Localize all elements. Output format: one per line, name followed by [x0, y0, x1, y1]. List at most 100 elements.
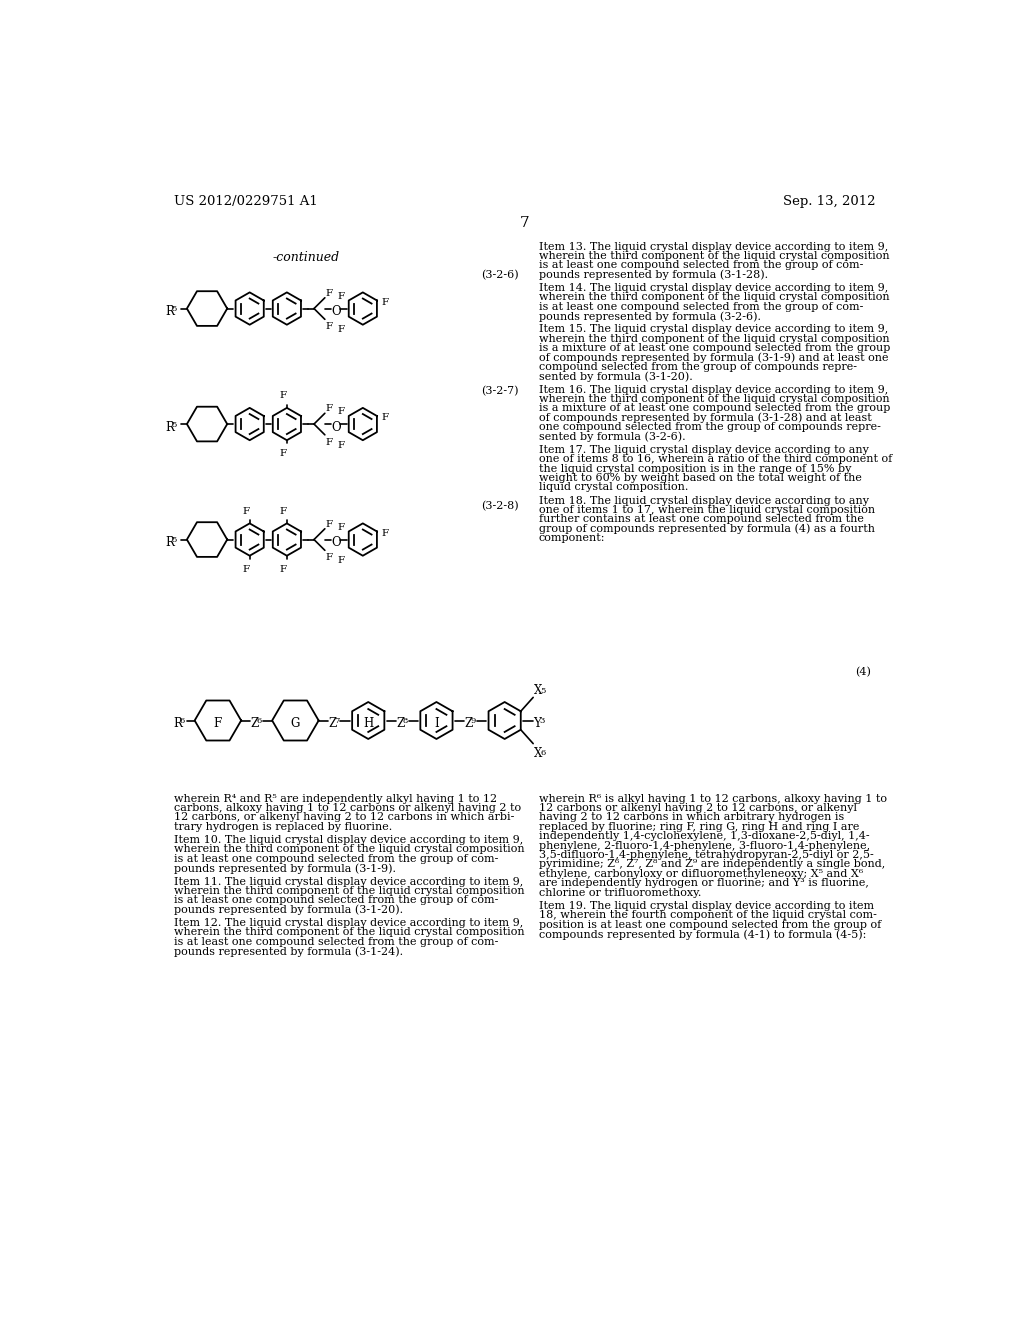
Text: X: X	[534, 684, 543, 697]
Text: 7: 7	[334, 717, 340, 725]
Text: is a mixture of at least one compound selected from the group: is a mixture of at least one compound se…	[539, 343, 890, 354]
Text: 12 carbons or alkenyl having 2 to 12 carbons, or alkenyl: 12 carbons or alkenyl having 2 to 12 car…	[539, 803, 857, 813]
Text: Z: Z	[396, 717, 404, 730]
Text: 5: 5	[171, 536, 177, 544]
Text: (3-2-6): (3-2-6)	[481, 271, 519, 280]
Text: F: F	[326, 520, 333, 529]
Text: component:: component:	[539, 533, 605, 544]
Text: F: F	[326, 438, 333, 447]
Text: 3,5-difluoro-1,4-phenylene, tetrahydropyran-2,5-diyl or 2,5-: 3,5-difluoro-1,4-phenylene, tetrahydropy…	[539, 850, 873, 861]
Text: (4): (4)	[855, 667, 870, 677]
Text: Y: Y	[534, 717, 542, 730]
Text: Sep. 13, 2012: Sep. 13, 2012	[782, 195, 876, 209]
Text: wherein the third component of the liquid crystal composition: wherein the third component of the liqui…	[174, 886, 525, 896]
Text: Item 13. The liquid crystal display device according to item 9,: Item 13. The liquid crystal display devi…	[539, 242, 888, 252]
Text: wherein R⁶ is alkyl having 1 to 12 carbons, alkoxy having 1 to: wherein R⁶ is alkyl having 1 to 12 carbo…	[539, 793, 887, 804]
Text: sented by formula (3-2-6).: sented by formula (3-2-6).	[539, 432, 685, 442]
Text: F: F	[326, 553, 333, 562]
Text: pounds represented by formula (3-2-6).: pounds represented by formula (3-2-6).	[539, 312, 761, 322]
Text: is at least one compound selected from the group of com-: is at least one compound selected from t…	[539, 260, 863, 271]
Text: 5: 5	[540, 688, 546, 696]
Text: F: F	[326, 289, 333, 298]
Text: F: F	[338, 557, 345, 565]
Text: Z: Z	[251, 717, 259, 730]
Text: is at least one compound selected from the group of com-: is at least one compound selected from t…	[539, 302, 863, 312]
Text: one compound selected from the group of compounds repre-: one compound selected from the group of …	[539, 422, 881, 432]
Text: trary hydrogen is replaced by fluorine.: trary hydrogen is replaced by fluorine.	[174, 822, 393, 832]
Text: group of compounds represented by formula (4) as a fourth: group of compounds represented by formul…	[539, 524, 874, 535]
Text: R: R	[165, 536, 174, 549]
Text: 18, wherein the fourth component of the liquid crystal com-: 18, wherein the fourth component of the …	[539, 911, 877, 920]
Text: Item 18. The liquid crystal display device according to any: Item 18. The liquid crystal display devi…	[539, 495, 868, 506]
Text: Item 16. The liquid crystal display device according to item 9,: Item 16. The liquid crystal display devi…	[539, 384, 888, 395]
Text: one of items 1 to 17, wherein the liquid crystal composition: one of items 1 to 17, wherein the liquid…	[539, 506, 874, 515]
Text: chlorine or trifluoromethoxy.: chlorine or trifluoromethoxy.	[539, 887, 701, 898]
Text: wherein the third component of the liquid crystal composition: wherein the third component of the liqui…	[539, 251, 890, 261]
Text: 6: 6	[257, 717, 262, 725]
Text: F: F	[280, 449, 287, 458]
Text: F: F	[381, 413, 388, 422]
Text: O: O	[332, 305, 341, 318]
Text: compounds represented by formula (4-1) to formula (4-5):: compounds represented by formula (4-1) t…	[539, 929, 866, 940]
Text: 8: 8	[402, 717, 408, 725]
Text: Item 10. The liquid crystal display device according to item 9,: Item 10. The liquid crystal display devi…	[174, 836, 523, 845]
Text: X: X	[534, 747, 543, 760]
Text: independently 1,4-cyclohexylene, 1,3-dioxane-2,5-diyl, 1,4-: independently 1,4-cyclohexylene, 1,3-dio…	[539, 832, 869, 841]
Text: 6: 6	[179, 717, 184, 725]
Text: F: F	[280, 507, 287, 516]
Text: 3: 3	[540, 717, 545, 725]
Text: I: I	[434, 717, 439, 730]
Text: -continued: -continued	[272, 251, 340, 264]
Text: wherein R⁴ and R⁵ are independently alkyl having 1 to 12: wherein R⁴ and R⁵ are independently alky…	[174, 793, 498, 804]
Text: Z: Z	[328, 717, 336, 730]
Text: 5: 5	[171, 305, 177, 313]
Text: Z: Z	[464, 717, 473, 730]
Text: F: F	[280, 391, 287, 400]
Text: F: F	[326, 404, 333, 413]
Text: F: F	[243, 565, 250, 574]
Text: pyrimidine; Z⁶, Z⁷, Z⁸ and Z⁹ are independently a single bond,: pyrimidine; Z⁶, Z⁷, Z⁸ and Z⁹ are indepe…	[539, 859, 885, 870]
Text: Item 15. The liquid crystal display device according to item 9,: Item 15. The liquid crystal display devi…	[539, 325, 888, 334]
Text: R: R	[165, 305, 174, 318]
Text: pounds represented by formula (3-1-24).: pounds represented by formula (3-1-24).	[174, 946, 403, 957]
Text: wherein the third component of the liquid crystal composition: wherein the third component of the liqui…	[174, 928, 525, 937]
Text: compound selected from the group of compounds repre-: compound selected from the group of comp…	[539, 362, 857, 372]
Text: sented by formula (3-1-20).: sented by formula (3-1-20).	[539, 371, 692, 381]
Text: (3-2-8): (3-2-8)	[481, 502, 519, 511]
Text: carbons, alkoxy having 1 to 12 carbons or alkenyl having 2 to: carbons, alkoxy having 1 to 12 carbons o…	[174, 803, 521, 813]
Text: liquid crystal composition.: liquid crystal composition.	[539, 482, 688, 492]
Text: F: F	[381, 529, 388, 537]
Text: H: H	[364, 717, 374, 730]
Text: (3-2-7): (3-2-7)	[481, 385, 519, 396]
Text: F: F	[381, 298, 388, 306]
Text: ethylene, carbonyloxy or difluoromethyleneoxy; X⁵ and X⁶: ethylene, carbonyloxy or difluoromethyle…	[539, 869, 863, 879]
Text: F: F	[338, 523, 345, 532]
Text: F: F	[214, 717, 222, 730]
Text: Item 12. The liquid crystal display device according to item 9,: Item 12. The liquid crystal display devi…	[174, 917, 523, 928]
Text: is at least one compound selected from the group of com-: is at least one compound selected from t…	[174, 937, 499, 946]
Text: having 2 to 12 carbons in which arbitrary hydrogen is: having 2 to 12 carbons in which arbitrar…	[539, 812, 844, 822]
Text: of compounds represented by formula (3-1-28) and at least: of compounds represented by formula (3-1…	[539, 413, 871, 424]
Text: further contains at least one compound selected from the: further contains at least one compound s…	[539, 515, 863, 524]
Text: wherein the third component of the liquid crystal composition: wherein the third component of the liqui…	[174, 845, 525, 854]
Text: weight to 60% by weight based on the total weight of the: weight to 60% by weight based on the tot…	[539, 473, 861, 483]
Text: F: F	[338, 292, 345, 301]
Text: 9: 9	[471, 717, 476, 725]
Text: F: F	[338, 326, 345, 334]
Text: wherein the third component of the liquid crystal composition: wherein the third component of the liqui…	[539, 334, 890, 343]
Text: Item 11. The liquid crystal display device according to item 9,: Item 11. The liquid crystal display devi…	[174, 876, 523, 887]
Text: O: O	[332, 536, 341, 549]
Text: R: R	[173, 717, 182, 730]
Text: 12 carbons, or alkenyl having 2 to 12 carbons in which arbi-: 12 carbons, or alkenyl having 2 to 12 ca…	[174, 812, 515, 822]
Text: 7: 7	[520, 216, 529, 230]
Text: F: F	[338, 441, 345, 450]
Text: US 2012/0229751 A1: US 2012/0229751 A1	[174, 195, 318, 209]
Text: the liquid crystal composition is in the range of 15% by: the liquid crystal composition is in the…	[539, 463, 851, 474]
Text: 5: 5	[171, 421, 177, 429]
Text: Item 14. The liquid crystal display device according to item 9,: Item 14. The liquid crystal display devi…	[539, 282, 888, 293]
Text: Item 17. The liquid crystal display device according to any: Item 17. The liquid crystal display devi…	[539, 445, 868, 455]
Text: replaced by fluorine; ring F, ring G, ring H and ring I are: replaced by fluorine; ring F, ring G, ri…	[539, 822, 859, 832]
Text: F: F	[243, 507, 250, 516]
Text: is at least one compound selected from the group of com-: is at least one compound selected from t…	[174, 895, 499, 906]
Text: of compounds represented by formula (3-1-9) and at least one: of compounds represented by formula (3-1…	[539, 352, 888, 363]
